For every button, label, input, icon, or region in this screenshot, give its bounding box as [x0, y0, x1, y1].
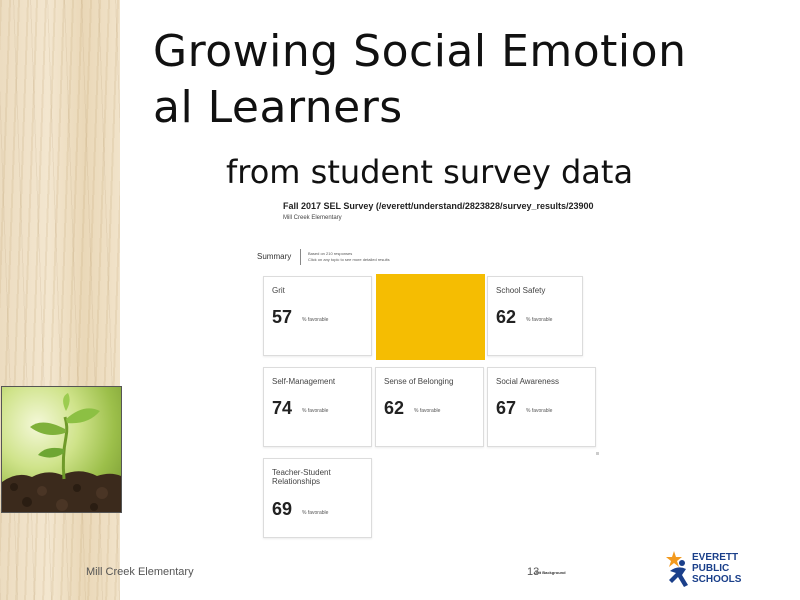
summary-note-line-1: Based on 210 responses	[308, 251, 353, 256]
everett-public-schools-logo	[664, 549, 750, 589]
card-label: Teacher-Student Relationships	[272, 468, 331, 486]
survey-school-name: Mill Creek Elementary	[283, 215, 342, 221]
footer-school: Mill Creek Elementary	[86, 566, 194, 578]
card-grit[interactable]: Grit 57 % favorable	[263, 276, 372, 356]
logo-line-2: PUBLIC	[692, 563, 730, 574]
summary-note: Based on 210 responses Click on any topi…	[308, 251, 438, 263]
runner-star-icon	[666, 551, 688, 587]
card-unit: % favorable	[302, 317, 329, 323]
highlight-block	[376, 274, 485, 360]
card-label: Social Awareness	[496, 377, 559, 386]
card-unit: % favorable	[414, 408, 441, 414]
card-label: Sense of Belonging	[384, 377, 454, 386]
page-number: 13	[527, 566, 540, 578]
seedling-photo	[1, 386, 122, 513]
logo-line-1: EVERETT	[692, 552, 739, 563]
card-teacher-student-relationships[interactable]: Teacher-Student Relationships 69 % favor…	[263, 458, 372, 538]
card-value: 67	[496, 398, 517, 418]
card-school-safety[interactable]: School Safety 62 % favorable	[487, 276, 583, 356]
card-social-awareness[interactable]: Social Awareness 67 % favorable	[487, 367, 596, 447]
card-label: School Safety	[496, 286, 546, 295]
card-value: 74	[272, 398, 293, 418]
footer-fragment: Grit Background	[534, 570, 566, 575]
summary-note-line-2: Click on any topic to see more detailed …	[308, 257, 390, 262]
slide-title: Growing Social Emotion al Learners	[153, 24, 773, 136]
card-unit: % favorable	[302, 510, 329, 516]
logo-line-3: SCHOOLS	[692, 574, 742, 585]
card-unit: % favorable	[302, 408, 329, 414]
summary-divider	[300, 249, 301, 265]
card-value: 62	[496, 307, 517, 327]
card-value: 69	[272, 499, 293, 519]
survey-heading: Fall 2017 SEL Survey (/everett/understan…	[283, 201, 594, 211]
logo-text: EVERETT PUBLIC SCHOOLS	[692, 553, 741, 586]
card-sense-of-belonging[interactable]: Sense of Belonging 62 % favorable	[375, 367, 484, 447]
card-value: 62	[384, 398, 405, 418]
stray-mark	[596, 452, 599, 455]
slide-subtitle: from student survey data	[226, 153, 634, 191]
slide-title-line-2: al Learners	[153, 82, 403, 133]
slide-title-line-1: Growing Social Emotion	[153, 26, 687, 77]
card-unit: % favorable	[526, 408, 553, 414]
summary-label: Summary	[257, 252, 292, 261]
card-value: 57	[272, 307, 293, 327]
card-label: Self-Management	[272, 377, 336, 386]
card-unit: % favorable	[526, 317, 553, 323]
card-label: Grit	[272, 286, 285, 295]
card-self-management[interactable]: Self-Management 74 % favorable	[263, 367, 372, 447]
